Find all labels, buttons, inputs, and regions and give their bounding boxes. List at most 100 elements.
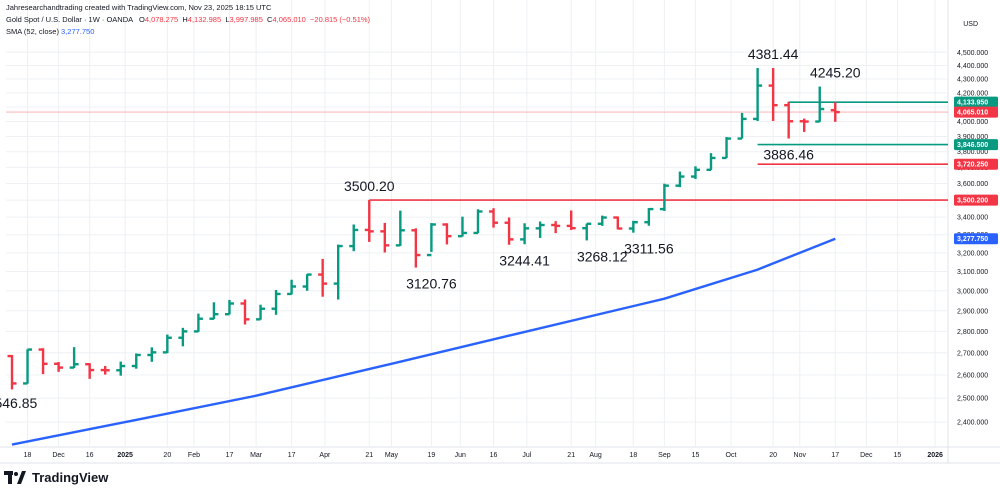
price-annotation: 3268.12 <box>577 248 628 264</box>
price-bar <box>364 200 374 242</box>
price-bar <box>426 223 436 257</box>
price-bar <box>613 216 623 230</box>
price-bar <box>23 348 33 385</box>
time-tick-label: 17 <box>831 452 839 459</box>
price-annotation: 4245.20 <box>810 65 861 81</box>
price-tick-label: 2,900.000 <box>957 308 988 315</box>
price-bar <box>333 244 343 300</box>
time-tick-label: 2026 <box>927 452 943 459</box>
price-annotation: 4381.44 <box>748 46 799 62</box>
price-bar <box>240 299 250 325</box>
time-tick-label: May <box>385 452 399 459</box>
ohlc-open: 4,078.275 <box>144 15 179 24</box>
price-bar <box>395 210 405 247</box>
time-tick-label: Jul <box>522 452 531 459</box>
level-price-badge-bg <box>954 158 998 170</box>
price-bar <box>38 348 48 375</box>
price-bar <box>520 223 530 245</box>
price-bar <box>256 304 266 321</box>
time-tick-label: 16 <box>86 452 94 459</box>
price-tick-label: 3,600.000 <box>957 181 988 188</box>
ohlc-high: 4,132.985 <box>187 15 222 24</box>
level-price-badge-bg <box>954 194 998 206</box>
ohlc-high-label: H <box>182 15 188 24</box>
ohlc-close: 4,065.010 <box>272 15 306 24</box>
price-bar <box>209 302 219 320</box>
price-tick-label: 2,800.000 <box>957 329 988 336</box>
time-tick-label: 15 <box>894 452 902 459</box>
price-bar <box>722 137 732 160</box>
price-tick-label: 3,100.000 <box>957 269 988 276</box>
price-bar <box>582 222 592 241</box>
price-tick-label: 3,000.000 <box>957 288 988 295</box>
level-price-badge-bg <box>954 96 998 108</box>
time-tick-label: 20 <box>769 452 777 459</box>
time-tick-label: Apr <box>319 452 331 459</box>
indicator-legend[interactable]: SMA (52, close) 3,277.750 <box>6 27 94 36</box>
price-bar <box>815 86 825 123</box>
price-tick-label: 4,400.000 <box>957 63 988 70</box>
currency-label[interactable]: USD <box>963 21 978 28</box>
price-bar <box>628 220 638 233</box>
tradingview-logo-text: TradingView <box>32 470 109 485</box>
price-tick-label: 3,200.000 <box>957 250 988 257</box>
price-bar <box>644 207 654 226</box>
price-tick-label: 4,000.000 <box>957 119 988 126</box>
price-bar <box>147 347 157 362</box>
price-tick-label: 2,500.000 <box>957 396 988 403</box>
price-bar <box>178 327 188 347</box>
symbol-description: Gold Spot / U.S. Dollar · 1W · OANDA <box>6 15 133 24</box>
time-tick-label: 19 <box>428 452 436 459</box>
price-bar <box>287 279 297 296</box>
time-tick-label: 18 <box>629 452 637 459</box>
level-price-badge: 3,846.500 <box>957 142 988 149</box>
time-tick-label: Oct <box>726 452 737 459</box>
time-tick-label: Feb <box>188 452 200 459</box>
price-bar <box>535 221 545 238</box>
price-bar <box>85 363 95 379</box>
level-price-badge: 3,500.200 <box>957 198 988 205</box>
time-tick-label: 21 <box>567 452 575 459</box>
price-bar <box>131 353 141 369</box>
price-bar <box>318 258 328 297</box>
price-bar <box>224 299 234 316</box>
price-bar <box>784 101 794 139</box>
time-tick-label: 15 <box>692 452 700 459</box>
price-bar <box>768 68 778 121</box>
price-bar <box>54 362 64 372</box>
price-bar <box>504 217 514 245</box>
price-annotation: 3886.46 <box>763 146 814 162</box>
price-bar <box>597 215 607 226</box>
ohlc-open-label: O <box>138 15 145 24</box>
price-bar <box>69 347 79 369</box>
price-tick-label: 3,400.000 <box>957 215 988 222</box>
price-bar <box>753 67 763 121</box>
ohlc-low-label: L <box>225 15 230 24</box>
price-annotation: 3311.56 <box>624 241 674 257</box>
tradingview-logo[interactable]: TradingView <box>4 470 108 485</box>
time-tick-label: Sep <box>658 452 671 459</box>
price-tick-label: 2,400.000 <box>957 420 988 427</box>
price-bar <box>706 153 716 172</box>
time-tick-label: 16 <box>490 452 498 459</box>
price-bar <box>193 313 203 333</box>
sma-value: 3,277.750 <box>61 27 95 36</box>
time-tick-label: 21 <box>365 452 373 459</box>
price-bar <box>380 222 390 253</box>
ohlc-low: 3,997.985 <box>229 15 263 24</box>
price-tick-label: 4,200.000 <box>957 90 988 97</box>
price-bar <box>457 216 467 238</box>
time-tick-label: Dec <box>860 452 873 459</box>
sma-price-badge: 3,277.750 <box>957 236 988 243</box>
level-price-badge: 4,133.950 <box>957 100 988 107</box>
price-annotation: 3500.20 <box>344 178 395 194</box>
sma-price-badge-bg <box>954 233 998 245</box>
time-tick-label: 17 <box>226 452 234 459</box>
price-bar <box>7 354 17 390</box>
price-bar <box>411 228 421 268</box>
time-tick-label: Jun <box>455 452 466 459</box>
price-annotation: 3244.41 <box>499 253 550 269</box>
price-bar <box>100 366 110 375</box>
price-bar <box>659 183 669 211</box>
